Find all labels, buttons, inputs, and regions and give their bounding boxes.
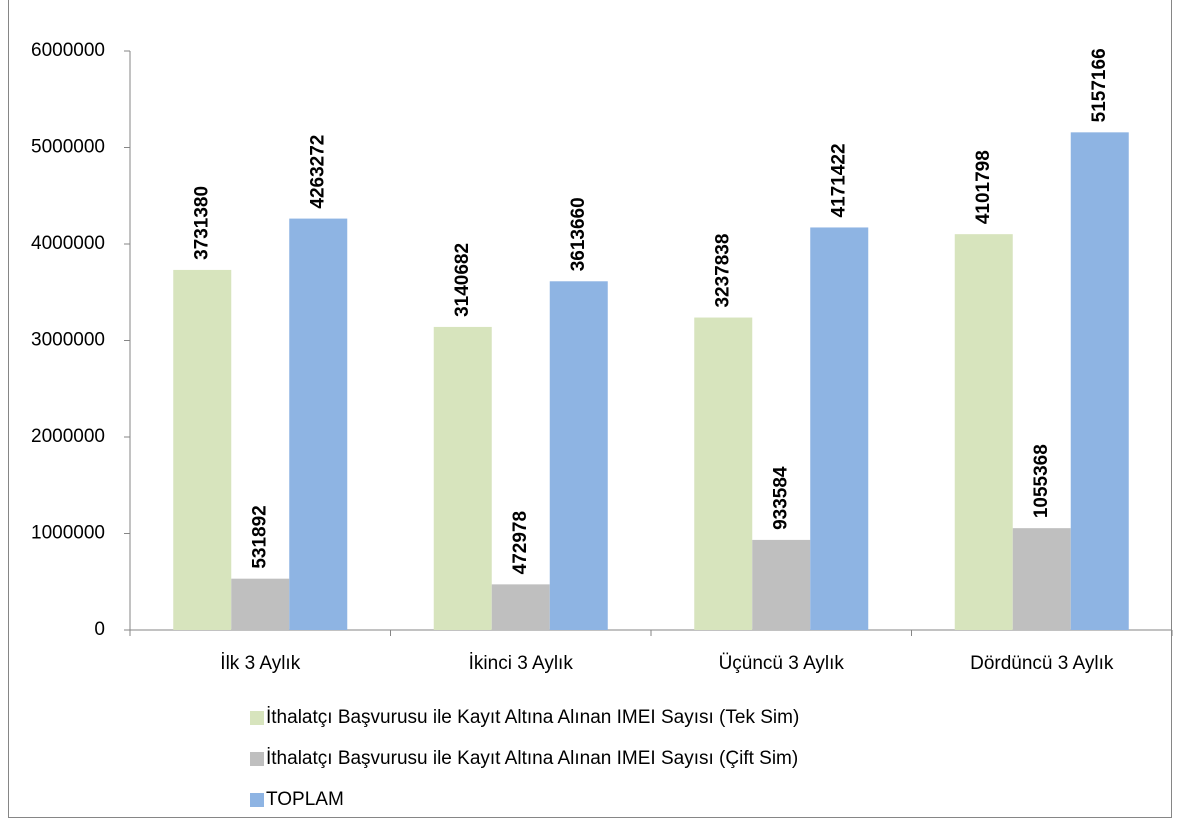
bar [433,326,492,630]
bar [173,269,232,630]
bar [694,317,753,630]
data-label: 5157166 [1089,48,1110,122]
legend-swatch [250,711,264,725]
y-tick-label: 1000000 [31,523,105,544]
data-label: 3731380 [191,186,212,260]
legend-label: TOPLAM [266,789,344,810]
legend-label: İthalatçı Başvurusu ile Kayıt Altına Alı… [266,748,798,769]
y-tick-label: 4000000 [31,233,105,254]
x-tick-label: İlk 3 Aylık [220,653,300,674]
data-label: 472978 [510,511,531,574]
x-tick-label: Dördüncü 3 Aylık [970,653,1114,674]
bar [954,234,1013,630]
data-label: 3237838 [712,234,733,308]
x-tick-label: Üçüncü 3 Aylık [719,653,845,674]
bar [1070,132,1129,630]
bar [810,227,869,631]
bar [289,218,348,631]
chart-frame [8,0,1172,818]
bar [1012,528,1071,630]
data-label: 4101798 [973,150,994,224]
data-label: 4263272 [307,135,328,209]
legend-swatch [250,793,264,807]
bar [549,281,608,630]
y-tick-label: 3000000 [31,330,105,351]
legend-swatch [250,752,264,766]
data-label: 1055368 [1031,444,1052,518]
y-tick-label: 6000000 [31,40,105,61]
data-label: 3613660 [568,197,589,271]
bar [491,584,550,630]
bar [231,578,290,630]
data-label: 933584 [770,466,791,530]
data-label: 531892 [249,505,270,568]
y-tick-label: 5000000 [31,137,105,158]
x-tick-label: İkinci 3 Aylık [469,653,574,674]
bar [752,539,811,630]
y-tick-label: 0 [94,619,105,640]
data-label: 4171422 [828,143,849,217]
data-label: 3140682 [452,243,473,317]
legend-label: İthalatçı Başvurusu ile Kayıt Altına Alı… [266,707,799,728]
y-tick-label: 2000000 [31,426,105,447]
